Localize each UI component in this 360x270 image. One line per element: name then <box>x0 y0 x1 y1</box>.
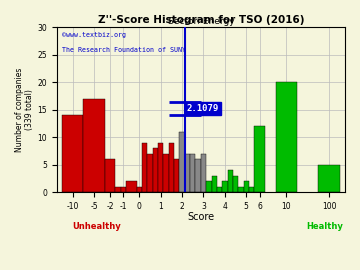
Bar <box>238 187 244 193</box>
Bar <box>201 154 206 193</box>
Bar <box>137 187 142 193</box>
Bar <box>318 165 340 193</box>
X-axis label: Score: Score <box>187 212 215 222</box>
Text: Healthy: Healthy <box>306 222 343 231</box>
Bar <box>206 181 212 193</box>
Bar <box>62 115 84 193</box>
Bar <box>190 154 195 193</box>
Bar <box>276 82 297 193</box>
Text: The Research Foundation of SUNY: The Research Foundation of SUNY <box>62 47 186 53</box>
Bar <box>116 187 121 193</box>
Bar <box>126 181 137 193</box>
Bar <box>228 170 233 193</box>
Bar <box>212 176 217 193</box>
Bar <box>180 132 185 193</box>
Title: Z''-Score Histogram for TSO (2016): Z''-Score Histogram for TSO (2016) <box>98 15 304 25</box>
Bar <box>121 187 126 193</box>
Text: Sector: Energy: Sector: Energy <box>167 16 234 25</box>
Bar <box>153 148 158 193</box>
Bar <box>195 159 201 193</box>
Bar <box>163 154 169 193</box>
Bar <box>169 143 174 193</box>
Bar <box>244 181 249 193</box>
Bar <box>233 176 238 193</box>
Bar <box>174 159 180 193</box>
Text: 2.1079: 2.1079 <box>187 104 219 113</box>
Bar <box>148 154 153 193</box>
Bar <box>105 159 116 193</box>
Bar <box>249 187 254 193</box>
Text: Unhealthy: Unhealthy <box>73 222 121 231</box>
Bar <box>158 143 163 193</box>
Text: ©www.textbiz.org: ©www.textbiz.org <box>62 32 126 38</box>
Bar <box>222 181 228 193</box>
Y-axis label: Number of companies
(339 total): Number of companies (339 total) <box>15 68 35 152</box>
Bar <box>217 187 222 193</box>
Bar <box>254 126 265 193</box>
Bar <box>142 143 148 193</box>
Bar <box>185 154 190 193</box>
Bar <box>84 99 105 193</box>
